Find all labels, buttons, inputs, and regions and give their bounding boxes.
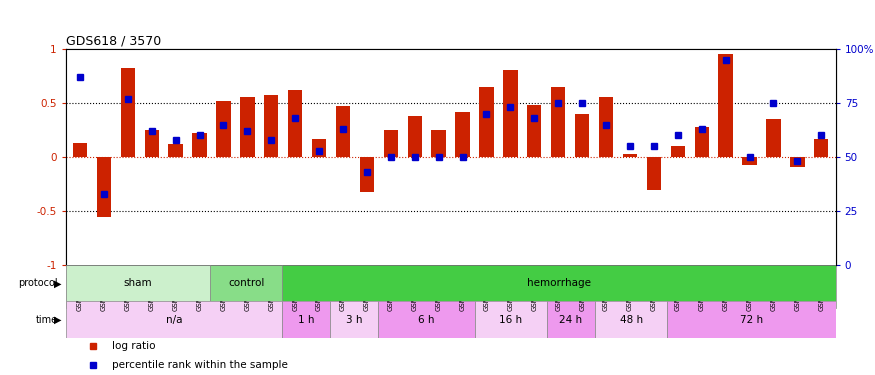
Bar bbox=[766, 119, 780, 157]
Text: 6 h: 6 h bbox=[418, 315, 435, 324]
Bar bbox=[312, 139, 326, 157]
Text: 3 h: 3 h bbox=[346, 315, 362, 324]
Bar bbox=[210, 266, 282, 302]
Text: control: control bbox=[228, 278, 264, 288]
Bar bbox=[742, 157, 757, 165]
Bar bbox=[547, 302, 595, 338]
Bar bbox=[623, 154, 637, 157]
Bar bbox=[282, 266, 836, 302]
Bar bbox=[408, 116, 422, 157]
Bar bbox=[336, 106, 350, 157]
Text: ▶: ▶ bbox=[54, 315, 62, 324]
Bar bbox=[383, 130, 398, 157]
Bar bbox=[695, 127, 709, 157]
Bar bbox=[66, 266, 210, 302]
Bar bbox=[595, 302, 668, 338]
Bar bbox=[647, 157, 661, 189]
Bar bbox=[455, 112, 470, 157]
Bar bbox=[192, 133, 206, 157]
Bar bbox=[379, 302, 475, 338]
Bar bbox=[241, 98, 255, 157]
Bar bbox=[144, 130, 159, 157]
Text: hemorrhage: hemorrhage bbox=[527, 278, 591, 288]
Bar bbox=[264, 95, 278, 157]
Bar bbox=[121, 68, 135, 157]
Bar bbox=[73, 143, 88, 157]
Bar bbox=[216, 101, 231, 157]
Bar bbox=[551, 87, 565, 157]
Text: 1 h: 1 h bbox=[298, 315, 314, 324]
Bar bbox=[718, 54, 732, 157]
Text: 72 h: 72 h bbox=[740, 315, 763, 324]
Bar bbox=[288, 90, 303, 157]
Bar bbox=[431, 130, 446, 157]
Bar bbox=[282, 302, 331, 338]
Bar bbox=[527, 105, 542, 157]
Text: percentile rank within the sample: percentile rank within the sample bbox=[112, 360, 288, 369]
Text: 48 h: 48 h bbox=[620, 315, 642, 324]
Bar bbox=[790, 157, 804, 167]
Bar bbox=[814, 139, 829, 157]
Bar bbox=[503, 70, 518, 157]
Text: 24 h: 24 h bbox=[559, 315, 583, 324]
Bar bbox=[97, 157, 111, 217]
Bar bbox=[360, 157, 374, 192]
Bar bbox=[598, 98, 613, 157]
Bar bbox=[480, 87, 494, 157]
Bar bbox=[575, 114, 590, 157]
Text: sham: sham bbox=[123, 278, 152, 288]
Bar bbox=[331, 302, 379, 338]
Text: GDS618 / 3570: GDS618 / 3570 bbox=[66, 34, 161, 48]
Bar bbox=[670, 146, 685, 157]
Text: protocol: protocol bbox=[18, 278, 58, 288]
Text: 16 h: 16 h bbox=[500, 315, 522, 324]
Bar bbox=[66, 302, 282, 338]
Text: time: time bbox=[36, 315, 58, 324]
Text: ▶: ▶ bbox=[54, 278, 62, 288]
Bar bbox=[475, 302, 547, 338]
Bar bbox=[169, 144, 183, 157]
Text: n/a: n/a bbox=[165, 315, 182, 324]
Text: log ratio: log ratio bbox=[112, 341, 156, 351]
Bar bbox=[668, 302, 836, 338]
